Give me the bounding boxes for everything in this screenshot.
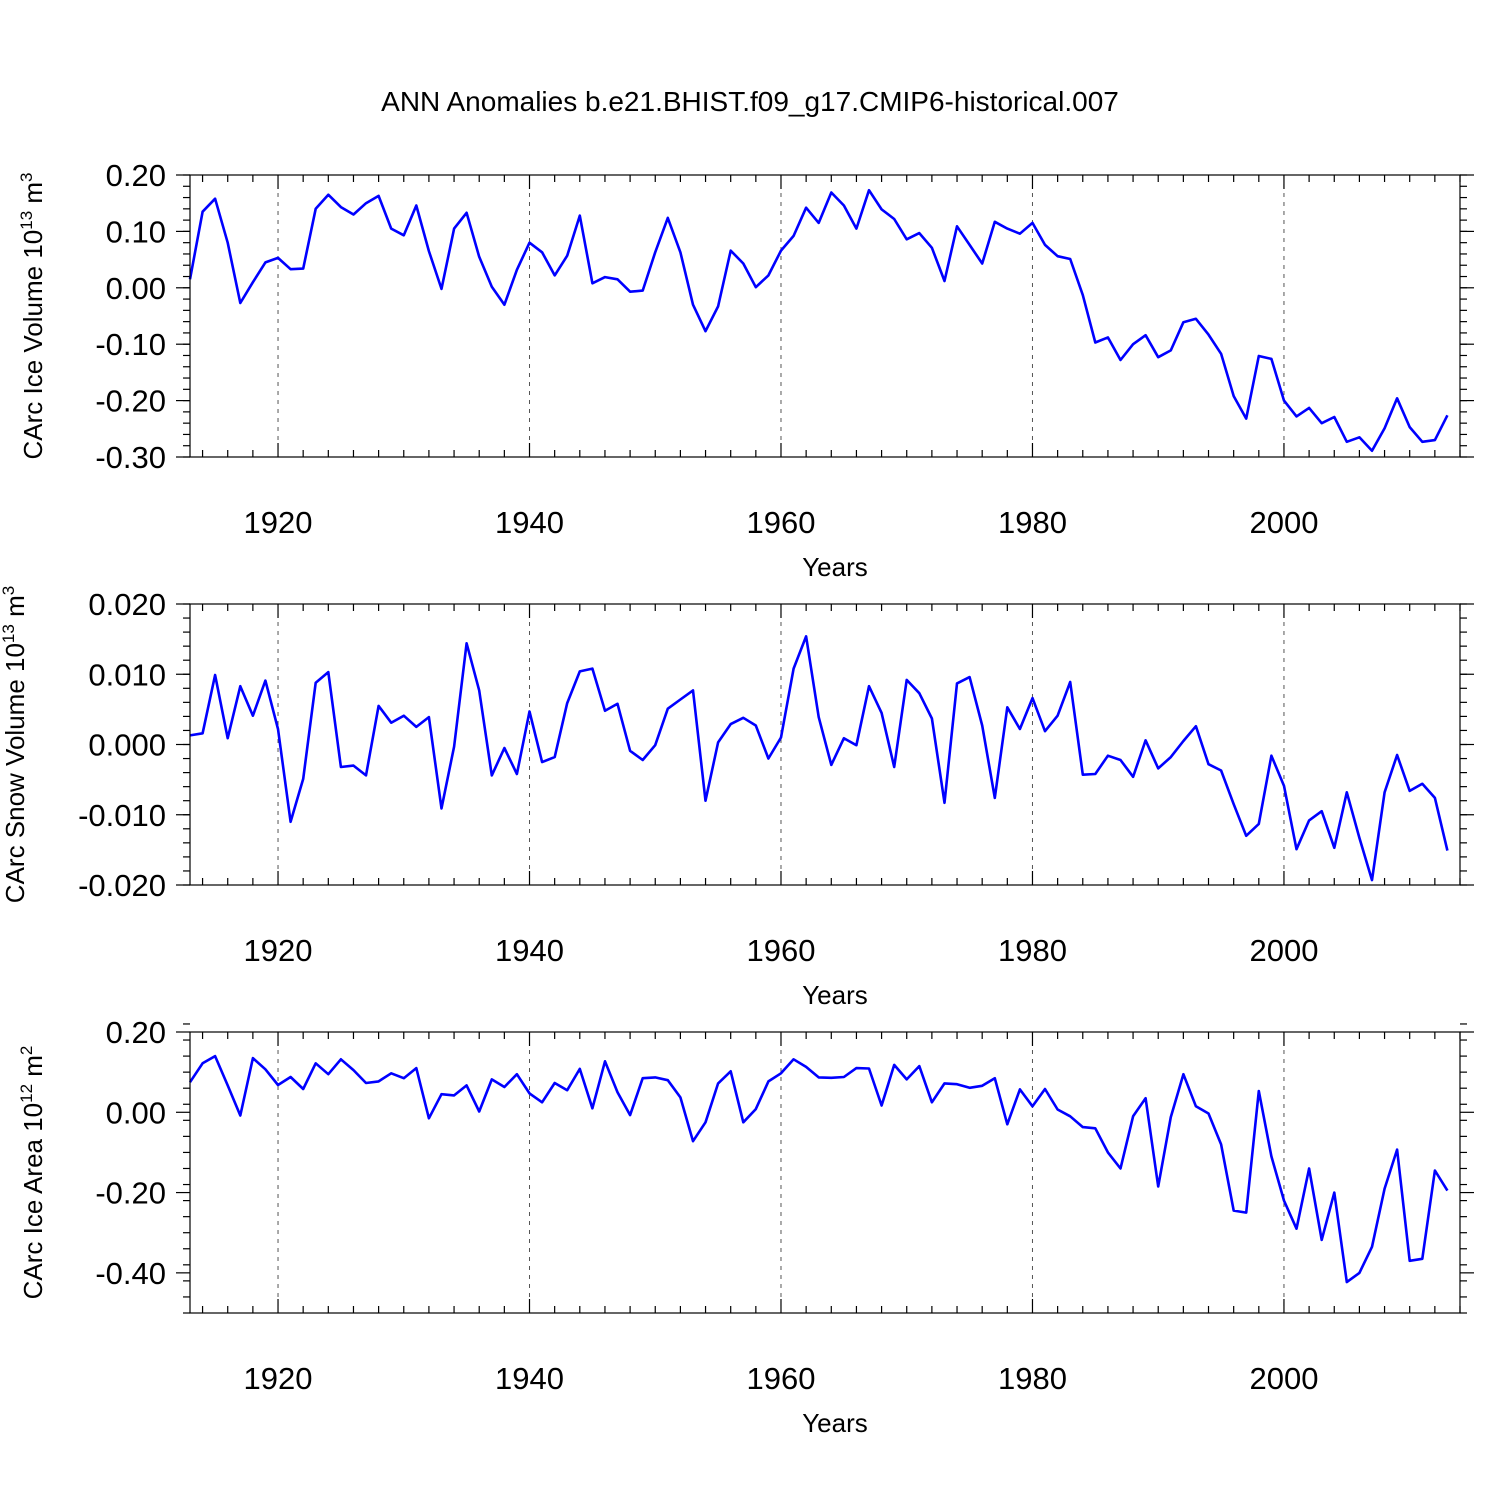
x-tick-label: 1960 (747, 505, 816, 540)
x-axis-title: Years (802, 552, 868, 582)
y-tick-label: -0.30 (95, 440, 166, 475)
y-tick-label: 0.020 (88, 587, 166, 622)
x-tick-label: 1920 (244, 505, 313, 540)
y-tick-label: -0.020 (78, 868, 166, 903)
x-tick-label: 1980 (998, 933, 1067, 968)
x-tick-label: 2000 (1249, 1361, 1318, 1396)
y-tick-label: 0.010 (88, 657, 166, 692)
y-tick-label: 0.00 (106, 271, 166, 306)
series-line (189, 634, 1449, 882)
y-tick-label: 0.20 (106, 1015, 166, 1050)
x-tick-label: 1960 (747, 1361, 816, 1396)
y-axis-title-unit-exponent: 2 (17, 1046, 36, 1055)
x-tick-label: 1980 (998, 1361, 1067, 1396)
series-line (188, 1054, 1449, 1284)
plot-frame (189, 174, 1461, 458)
x-axis-title: Years (802, 1408, 868, 1438)
y-axis-title: CArc Snow Volume 1013 m3 (0, 586, 30, 903)
y-tick-label: 0.00 (106, 1095, 166, 1130)
x-tick-label: 2000 (1249, 505, 1318, 540)
y-axis-title-unit-exponent: 3 (17, 172, 36, 181)
panel-3: 0.20 0.00 -0.20 -0.40 1920 1940 1960 1980 2000 Ye… (17, 1015, 1474, 1438)
x-tick-label: 1940 (495, 505, 564, 540)
y-tick-label: -0.010 (78, 798, 166, 833)
x-tick-label: 1940 (495, 1361, 564, 1396)
y-axis-title-main: CArc Ice Volume 10 (18, 230, 48, 460)
plot-frame (189, 1031, 1461, 1314)
plot-frame (189, 603, 1461, 886)
x-tick-label: 1920 (244, 933, 313, 968)
x-tick-label: 1960 (747, 933, 816, 968)
x-axis-title: Years (802, 980, 868, 1010)
series-line (188, 188, 1449, 453)
y-axis-title-exponent: 13 (17, 211, 36, 230)
y-axis-title-exponent: 12 (17, 1084, 36, 1103)
panel-1: 0.20 0.10 0.00 -0.10 -0.20 -0.30 1920 1940 1960 1… (17, 158, 1474, 582)
y-tick-label: -0.10 (95, 327, 166, 362)
panel-2: 0.020 0.010 0.000 -0.010 -0.020 1920 1940 1960 1… (0, 586, 1474, 1010)
y-axis-title: CArc Ice Area 1012 m2 (17, 1046, 48, 1300)
x-tick-label: 1980 (998, 505, 1067, 540)
y-tick-label: 0.20 (106, 158, 166, 193)
y-axis-title-unit: m (0, 595, 30, 624)
y-tick-label: -0.40 (95, 1256, 166, 1291)
y-axis-title-exponent: 13 (0, 624, 18, 643)
y-tick-label: 0.10 (106, 214, 166, 249)
y-axis-title-main: CArc Snow Volume 10 (0, 643, 30, 903)
panels: 0.20 0.10 0.00 -0.10 -0.20 -0.30 1920 1940 1960 1… (0, 158, 1474, 1438)
y-tick-label: -0.20 (95, 384, 166, 419)
y-axis-title-unit: m (18, 1055, 48, 1084)
y-tick-label: -0.20 (95, 1176, 166, 1211)
y-axis-title-main: CArc Ice Area 10 (18, 1103, 48, 1300)
y-axis-title-unit-exponent: 3 (0, 586, 18, 595)
y-axis-title-unit: m (18, 182, 48, 211)
x-tick-label: 2000 (1249, 933, 1318, 968)
figure-title: ANN Anomalies b.e21.BHIST.f09_g17.CMIP6-… (381, 86, 1119, 117)
x-tick-label: 1920 (244, 1361, 313, 1396)
x-tick-label: 1940 (495, 933, 564, 968)
y-tick-label: 0.000 (88, 728, 166, 763)
y-axis-title: CArc Ice Volume 1013 m3 (17, 172, 48, 459)
